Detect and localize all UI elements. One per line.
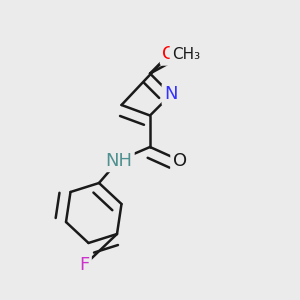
Text: F: F: [79, 256, 89, 274]
Text: CH₃: CH₃: [172, 46, 200, 62]
Text: O: O: [162, 45, 177, 63]
Text: NH: NH: [105, 152, 132, 169]
Text: O: O: [173, 152, 187, 169]
Text: N: N: [164, 85, 178, 103]
